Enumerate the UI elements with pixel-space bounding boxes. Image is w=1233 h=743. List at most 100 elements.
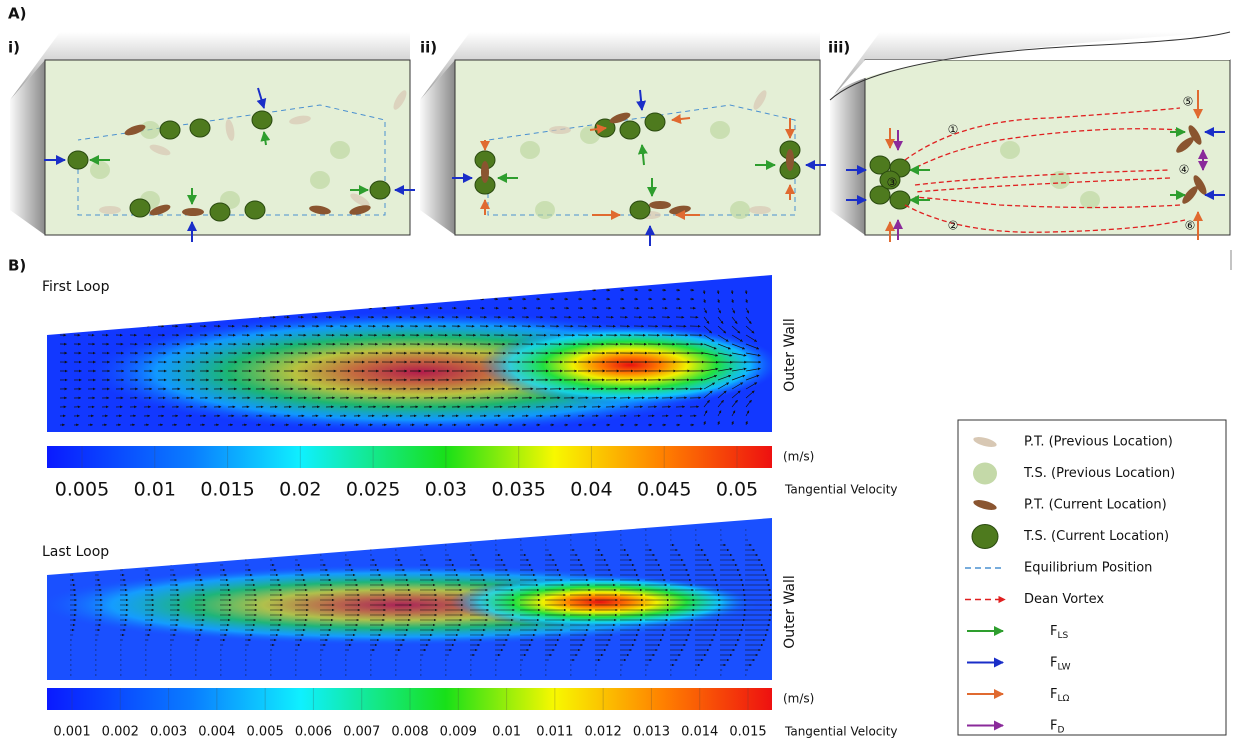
quiver-arrow (731, 343, 746, 350)
pt-previous (225, 119, 235, 141)
legend-item: Equilibrium Position (965, 561, 1152, 576)
colorbar-label: Tangential Velocity (784, 483, 898, 497)
quiver-arrow (703, 325, 712, 334)
pt-previous (99, 206, 121, 214)
legend-text: Dean Vortex (1024, 592, 1104, 607)
ts-previous (310, 171, 330, 189)
pt-current (1176, 137, 1194, 153)
ts-current (369, 180, 391, 200)
legend-text: T.S. (Current Location) (1023, 529, 1169, 544)
pt-current (309, 205, 331, 215)
force-arrow (671, 114, 691, 124)
dean-vortex (914, 196, 1181, 209)
ts-current (129, 198, 151, 218)
legend: P.T. (Previous Location) T.S. (Previous L… (965, 435, 1175, 735)
quiver-arrow (745, 390, 755, 399)
pt-current (609, 112, 631, 124)
quiver-arrow (731, 374, 746, 381)
velocity-plot: Last Loop Outer Wall (m/s) Tangential Ve… (42, 518, 898, 740)
quiver-arrow (745, 316, 752, 325)
legend-item: FLW (967, 655, 1071, 672)
ts-current (879, 170, 901, 190)
pt-current (649, 201, 671, 209)
pt-current (182, 208, 204, 216)
ts-current (189, 118, 211, 138)
legend-box (957, 419, 1227, 736)
pt-previous (289, 115, 311, 125)
wall-label: Outer Wall (782, 575, 798, 649)
force-subscript: LW (1057, 662, 1070, 672)
pt-previous (350, 193, 370, 207)
icon (971, 524, 999, 549)
panel-label: iii) (828, 39, 850, 57)
ts-previous (535, 201, 555, 219)
ts-previous (1050, 171, 1070, 189)
force-arrow (256, 87, 267, 109)
legend-item: FLS (967, 624, 1068, 641)
dean-vortex (914, 169, 1171, 186)
ts-current (209, 202, 231, 222)
quiver-arrow (703, 298, 706, 304)
heatmap-core (480, 325, 772, 405)
force-subscript: LS (1057, 631, 1068, 641)
quiver-arrow (745, 382, 758, 390)
tick-label: 0.03 (425, 479, 467, 501)
pt-current (1193, 175, 1207, 195)
marker: ⑤ (1183, 95, 1194, 109)
tick-label: 0.014 (681, 725, 718, 740)
marker: ② (948, 219, 959, 233)
tick-label: 0.045 (637, 479, 691, 501)
colorbar (47, 446, 772, 468)
pt-current (786, 149, 794, 171)
legend-item: P.T. (Current Location) (973, 498, 1167, 513)
quiver-arrow (717, 410, 722, 417)
tick-label: 0.006 (295, 725, 332, 740)
tick-label: 0.005 (55, 479, 109, 501)
legend-item: T.S. (Previous Location) (973, 462, 1175, 485)
pt-previous (393, 90, 407, 110)
ts-current (244, 200, 266, 220)
pt-previous (749, 206, 771, 214)
quiver-arrow (703, 367, 719, 372)
channel-side (830, 60, 865, 235)
quiver-arrow (745, 334, 758, 342)
quiver-arrow (731, 334, 743, 342)
quiver-arrow (731, 298, 734, 304)
force-subscript: LΩ (1057, 694, 1069, 704)
icon (973, 462, 997, 485)
quiver-arrow (745, 352, 761, 357)
ts-previous (1080, 191, 1100, 209)
marker: ③ (887, 176, 898, 190)
ts-previous (90, 161, 110, 179)
legend-item: FD (967, 718, 1064, 735)
ts-current (619, 120, 641, 140)
tick-label: 0.009 (440, 725, 477, 740)
ts-previous (1000, 141, 1020, 159)
quiver-arrow (703, 352, 719, 357)
tick-label: 0.003 (150, 725, 187, 740)
tick-label: 0.007 (343, 725, 380, 740)
tick-label: 0.04 (570, 479, 612, 501)
legend-text: FLΩ (1050, 687, 1069, 704)
pt-current (149, 204, 171, 216)
tick-label: 0.05 (716, 479, 758, 501)
legend-item: T.S. (Current Location) (971, 524, 1169, 549)
pt-current (481, 161, 489, 183)
tick-label: 0.015 (200, 479, 254, 501)
quiver-arrow (703, 307, 707, 314)
quiver-arrow (703, 399, 710, 408)
icon (973, 437, 997, 447)
quiver-arrow (717, 367, 733, 372)
unit: (m/s) (783, 692, 814, 706)
force-arrow (260, 131, 271, 146)
equilibrium (77, 104, 386, 216)
force-arrow (636, 89, 647, 111)
force-subscript: D (1057, 725, 1064, 735)
tick-label: 0.01 (134, 479, 176, 501)
tick-label: 0.001 (53, 725, 90, 740)
quiver-arrow (717, 298, 720, 304)
legend-item: P.T. (Previous Location) (973, 435, 1173, 450)
ts-previous (730, 201, 750, 219)
quiver-arrow (731, 307, 736, 314)
